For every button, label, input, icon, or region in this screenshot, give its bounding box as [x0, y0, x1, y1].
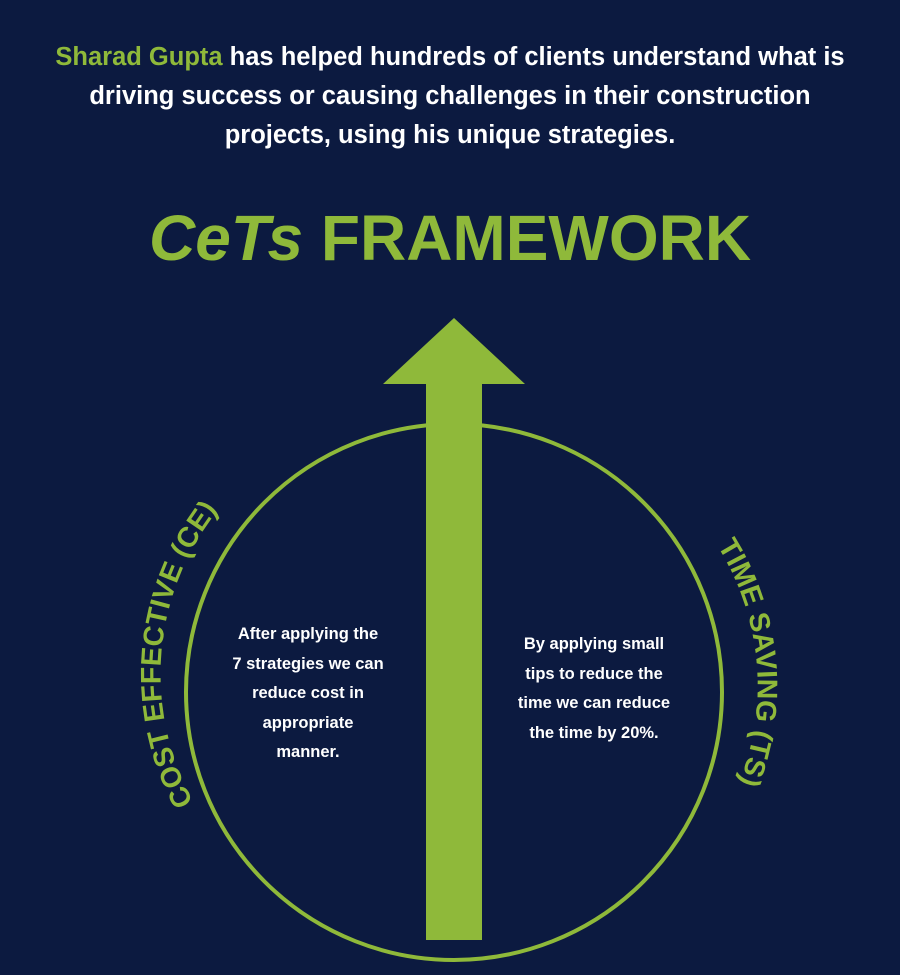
cost-effective-description: After applying the 7 strategies we can r…	[213, 620, 403, 768]
time-line: time we can reduce	[517, 694, 671, 712]
cost-line: reduce cost in	[252, 684, 364, 702]
title-brand: CeTs	[148, 202, 304, 274]
cost-line: appropriate	[262, 713, 354, 732]
intro-name: Sharad Gupta	[55, 43, 223, 71]
cost-effective-arc-text: COST EFFECTIVE (CE)	[136, 495, 224, 814]
time-saving-description: By applying small tips to reduce the tim…	[494, 630, 694, 748]
cost-line: manner.	[276, 743, 340, 761]
intro-text: has helped hundreds of clients understan…	[89, 43, 845, 149]
growth-arrow	[383, 318, 525, 940]
time-line: the time by 20%.	[529, 723, 659, 742]
cost-line: After applying the	[237, 625, 379, 643]
intro-paragraph: Sharad Gupta has helped hundreds of clie…	[40, 38, 860, 155]
time-line: tips to reduce the	[525, 664, 663, 683]
cost-line: 7 strategies we can	[232, 654, 384, 673]
cost-effective-arc-label: COST EFFECTIVE (CE)	[136, 495, 224, 814]
framework-title: CeTs FRAMEWORK	[0, 198, 900, 278]
time-line: By applying small	[523, 635, 665, 653]
title-word: FRAMEWORK	[320, 202, 752, 274]
